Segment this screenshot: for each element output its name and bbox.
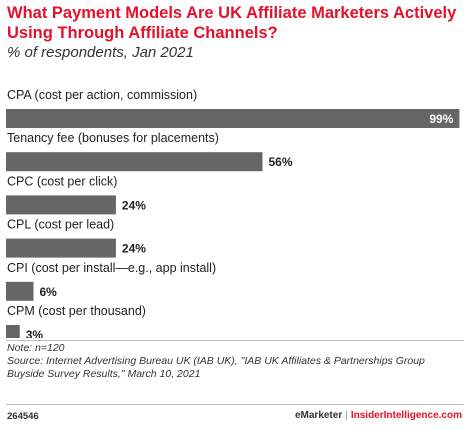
category-label: CPC (cost per click) <box>7 174 117 188</box>
value-label: 24% <box>122 198 146 212</box>
bar <box>6 325 20 338</box>
value-label: 99% <box>429 112 453 126</box>
chart-note: Note: n=120 <box>7 342 65 354</box>
chart-source: Source: Internet Advertising Bureau UK (… <box>7 355 425 380</box>
category-label: CPM (cost per thousand) <box>7 304 146 318</box>
category-label: CPL (cost per lead) <box>7 218 114 232</box>
brand-insiderintelligence: InsiderIntelligence.com <box>350 410 462 421</box>
category-label: CPI (cost per install—e.g., app install) <box>7 261 216 275</box>
chart-id: 264546 <box>7 411 39 422</box>
bottom-divider <box>6 404 464 405</box>
value-label: 24% <box>122 242 146 256</box>
value-label: 56% <box>268 155 292 169</box>
bar <box>6 195 116 215</box>
bar-chart: CPA (cost per action, commission) 99% Tena… <box>6 88 460 338</box>
brand-separator: | <box>345 410 348 421</box>
bar <box>6 109 460 128</box>
brand-credit: eMarketer | InsiderIntelligence.com <box>295 410 462 421</box>
category-label: Tenancy fee (bonuses for placements) <box>7 131 219 145</box>
brand-emarketer: eMarketer <box>294 410 343 421</box>
category-label: CPA (cost per action, commission) <box>7 88 197 102</box>
bar <box>6 152 263 172</box>
chart-title: What Payment Models Are UK Affiliate Mar… <box>7 4 457 42</box>
chart-subtitle: % of respondents, Jan 2021 <box>7 44 194 61</box>
value-label: 3% <box>26 328 44 338</box>
footer-divider <box>6 340 464 341</box>
value-label: 6% <box>39 285 57 299</box>
bar <box>6 281 34 301</box>
bar <box>6 238 116 258</box>
